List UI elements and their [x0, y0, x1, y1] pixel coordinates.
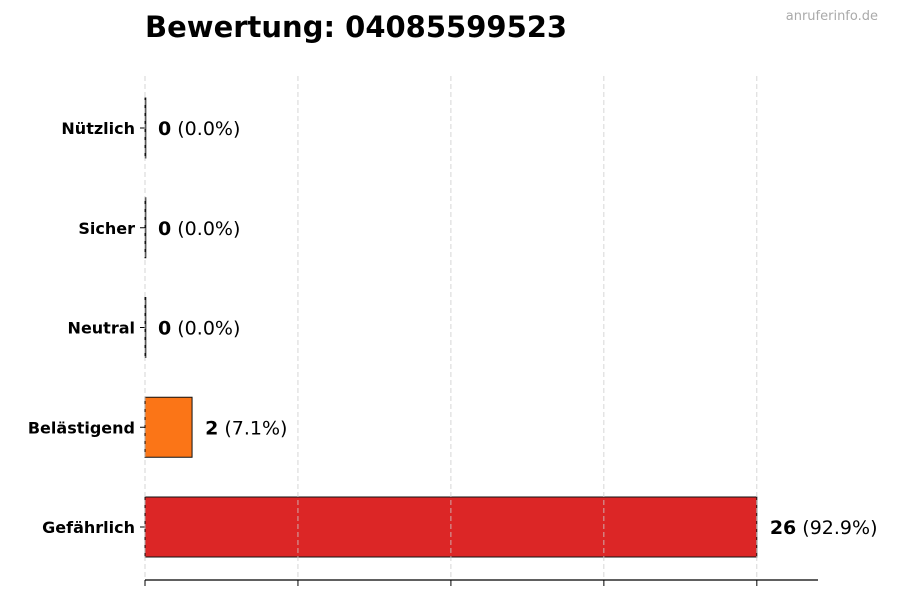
y-tick-label-1: Sicher: [78, 219, 135, 238]
data-label-percent: (7.1%): [218, 417, 287, 439]
data-label-0: 0 (0.0%): [158, 118, 240, 140]
data-label-percent: (0.0%): [171, 318, 240, 340]
data-label-value: 26: [770, 517, 796, 539]
y-tick-label-2: Neutral: [68, 319, 135, 338]
data-label-3: 2 (7.1%): [205, 417, 287, 439]
y-tick-label-4: Gefährlich: [42, 518, 135, 537]
data-label-value: 2: [205, 417, 218, 439]
data-label-percent: (0.0%): [171, 218, 240, 240]
data-label-percent: (92.9%): [796, 517, 877, 539]
data-label-1: 0 (0.0%): [158, 218, 240, 240]
y-tick-label-0: Nützlich: [61, 119, 135, 138]
chart-title: Bewertung: 04085599523: [145, 10, 568, 44]
y-tick-label-3: Belästigend: [28, 418, 135, 437]
bar-3: [144, 396, 193, 458]
data-label-percent: (0.0%): [171, 118, 240, 140]
watermark: anruferinfo.de: [785, 9, 878, 24]
data-label-2: 0 (0.0%): [158, 318, 240, 340]
data-label-value: 0: [158, 218, 171, 240]
data-label-value: 0: [158, 118, 171, 140]
data-label-4: 26 (92.9%): [770, 517, 878, 539]
data-label-value: 0: [158, 318, 171, 340]
